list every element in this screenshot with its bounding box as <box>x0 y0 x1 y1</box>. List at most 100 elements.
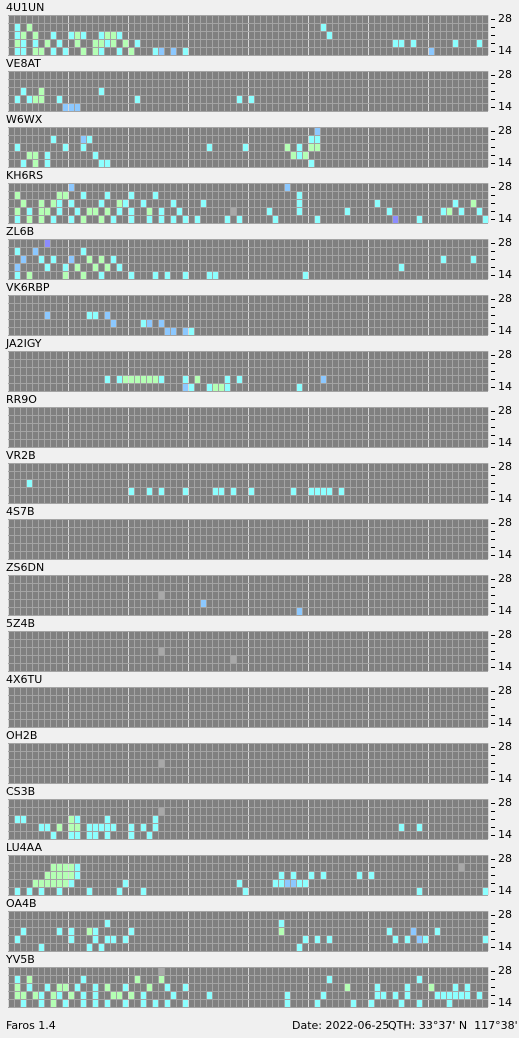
detection-cell <box>129 208 134 215</box>
detection-cell <box>15 192 20 199</box>
detection-cell <box>63 144 68 151</box>
detection-cell <box>105 936 110 943</box>
detection-cell <box>399 824 404 831</box>
detection-cell <box>321 24 326 31</box>
detection-cell <box>135 376 140 383</box>
detection-cell <box>51 880 56 887</box>
detection-cell <box>471 256 476 263</box>
detection-cell <box>69 936 74 943</box>
detection-cell <box>159 648 164 655</box>
detection-cell <box>375 984 380 991</box>
band-label-top: 28 <box>498 180 512 193</box>
detection-cell <box>81 136 86 143</box>
detection-cell <box>159 208 164 215</box>
detection-cell <box>297 192 302 199</box>
detection-cell <box>123 936 128 943</box>
station-panel: 5Z4B 28 14 <box>6 617 512 673</box>
detection-cell <box>453 984 458 991</box>
station-panel: JA2IGY 28 14 <box>5 337 512 393</box>
detection-cell <box>69 864 74 871</box>
detection-cell <box>69 104 74 111</box>
detection-cell <box>105 920 110 927</box>
detection-cell <box>45 312 50 319</box>
detection-cell <box>315 1000 320 1007</box>
detection-cell <box>321 488 326 495</box>
detection-cell <box>39 944 44 951</box>
detection-cell <box>429 48 434 55</box>
detection-cell <box>147 208 152 215</box>
band-label-bottom: 14 <box>498 604 512 617</box>
detection-cell <box>51 872 56 879</box>
detection-cell <box>45 40 50 47</box>
station-name: OA4B <box>6 897 37 910</box>
detection-cell <box>303 152 308 159</box>
detection-cell <box>291 880 296 887</box>
detection-cell <box>51 256 56 263</box>
detection-cell <box>15 144 20 151</box>
detection-cell <box>207 144 212 151</box>
detection-cell <box>399 1000 404 1007</box>
detection-cell <box>231 656 236 663</box>
detection-cell <box>237 880 242 887</box>
detection-cell <box>15 32 20 39</box>
detection-cell <box>27 208 32 215</box>
band-label-bottom: 14 <box>498 212 512 225</box>
station-panel: VK6RBP 28 14 <box>6 281 512 337</box>
detection-cell <box>111 320 116 327</box>
detection-cell <box>327 488 332 495</box>
detection-cell <box>225 376 230 383</box>
detection-cell <box>87 888 92 895</box>
detection-cell <box>171 992 176 999</box>
detection-cell <box>159 320 164 327</box>
detection-cell <box>81 192 86 199</box>
detection-cell <box>213 272 218 279</box>
detection-cell <box>69 992 74 999</box>
band-label-top: 28 <box>498 404 512 417</box>
detection-cell <box>159 592 164 599</box>
detection-cell <box>63 1000 68 1007</box>
detection-cell <box>81 272 86 279</box>
detection-cell <box>27 984 32 991</box>
detection-cell <box>165 272 170 279</box>
detection-cell <box>309 136 314 143</box>
detection-cell <box>27 96 32 103</box>
band-label-top: 28 <box>498 348 512 361</box>
detection-cell <box>21 992 26 999</box>
detection-cell <box>99 160 104 167</box>
detection-cell <box>141 824 146 831</box>
detection-cell <box>429 984 434 991</box>
detection-cell <box>177 208 182 215</box>
detection-cell <box>171 200 176 207</box>
detection-cell <box>129 992 134 999</box>
station-panel: W6WX 28 14 <box>6 113 512 169</box>
station-name: W6WX <box>6 113 43 126</box>
detection-cell <box>81 976 86 983</box>
detection-cell <box>21 200 26 207</box>
detection-cell <box>15 248 20 255</box>
band-label-top: 28 <box>498 292 512 305</box>
detection-cell <box>183 48 188 55</box>
detection-cell <box>297 608 302 615</box>
detection-cell <box>129 376 134 383</box>
detection-cell <box>123 40 128 47</box>
detection-cell <box>39 96 44 103</box>
detection-cell <box>123 984 128 991</box>
detection-cell <box>81 1000 86 1007</box>
detection-cell <box>57 40 62 47</box>
detection-cell <box>129 824 134 831</box>
detection-cell <box>315 136 320 143</box>
detection-cell <box>321 872 326 879</box>
detection-cell <box>15 96 20 103</box>
detection-cell <box>51 48 56 55</box>
detection-cell <box>39 200 44 207</box>
station-name: KH6RS <box>6 169 43 182</box>
detection-cell <box>87 944 92 951</box>
station-panel: KH6RS 28 14 <box>6 169 512 225</box>
station-name: 4S7B <box>6 505 35 518</box>
detection-cell <box>51 832 56 839</box>
detection-cell <box>111 992 116 999</box>
detection-cell <box>285 880 290 887</box>
detection-cell <box>117 992 122 999</box>
detection-cell <box>141 320 146 327</box>
